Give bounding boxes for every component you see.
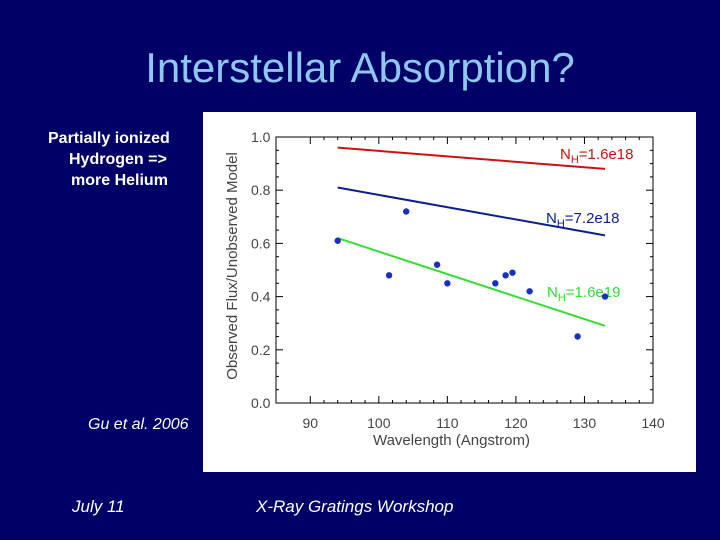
data-point-1 bbox=[334, 237, 341, 244]
data-point-3 bbox=[403, 208, 410, 215]
data-point-5 bbox=[444, 280, 451, 287]
plot-frame bbox=[275, 136, 654, 404]
model-line-2 bbox=[337, 186, 606, 237]
data-point-11 bbox=[601, 293, 609, 300]
data-point-6 bbox=[492, 280, 499, 287]
data-point-10 bbox=[574, 333, 581, 340]
footer-date: July 11 bbox=[72, 497, 125, 516]
y-tick-label-1: 0.2 bbox=[251, 342, 271, 358]
footer-event: X-Ray Gratings Workshop bbox=[256, 497, 454, 516]
data-point-4 bbox=[433, 261, 441, 268]
y-tick-label-2: 0.4 bbox=[251, 289, 271, 305]
model-label-2: NH=7.2e18 bbox=[546, 210, 619, 230]
y-tick-label-3: 0.6 bbox=[251, 235, 271, 251]
x-tick-label-4: 130 bbox=[573, 415, 597, 431]
chart-panel: 0.0 0.2 0.4 0.6 0.8 1.0 90 100 110 120 130 140 Wavel… bbox=[203, 112, 696, 472]
citation: Gu et al. 2006 bbox=[88, 416, 189, 433]
x-tick-label-3: 120 bbox=[504, 415, 528, 431]
x-axis-label: Wavelength (Angstrom) bbox=[373, 432, 530, 449]
y-tick-label-4: 0.8 bbox=[251, 182, 271, 198]
data-point-9 bbox=[526, 288, 533, 295]
data-point-2 bbox=[385, 272, 393, 279]
model-line-1 bbox=[337, 146, 606, 170]
x-tick-label-2: 110 bbox=[436, 415, 459, 431]
model-label-3: NH=1.6e19 bbox=[547, 284, 620, 304]
model-label-1: NH=1.6e18 bbox=[560, 146, 633, 166]
note-line-2: Hydrogen => bbox=[69, 151, 167, 168]
scatter-chart: 0.0 0.2 0.4 0.6 0.8 1.0 90 100 110 120 130 140 Wavel… bbox=[224, 129, 665, 449]
model-line-3 bbox=[337, 237, 606, 327]
annotation-note: Partially ionized Hydrogen => more Heliu… bbox=[40, 128, 200, 191]
note-line-1: Partially ionized bbox=[48, 130, 170, 147]
note-line-3: more Helium bbox=[71, 172, 168, 189]
y-axis-label: Observed Flux/Unobserved Model bbox=[224, 152, 241, 380]
x-tick-label-1: 100 bbox=[367, 415, 391, 431]
slide-title: Interstellar Absorption? bbox=[145, 44, 575, 91]
x-tick-label-0: 90 bbox=[302, 415, 318, 431]
data-point-7 bbox=[502, 272, 509, 279]
data-point-8 bbox=[509, 269, 516, 276]
y-tick-label-5: 1.0 bbox=[251, 129, 271, 145]
y-tick-label-0: 0.0 bbox=[251, 395, 271, 411]
x-tick-label-5: 140 bbox=[641, 415, 665, 431]
